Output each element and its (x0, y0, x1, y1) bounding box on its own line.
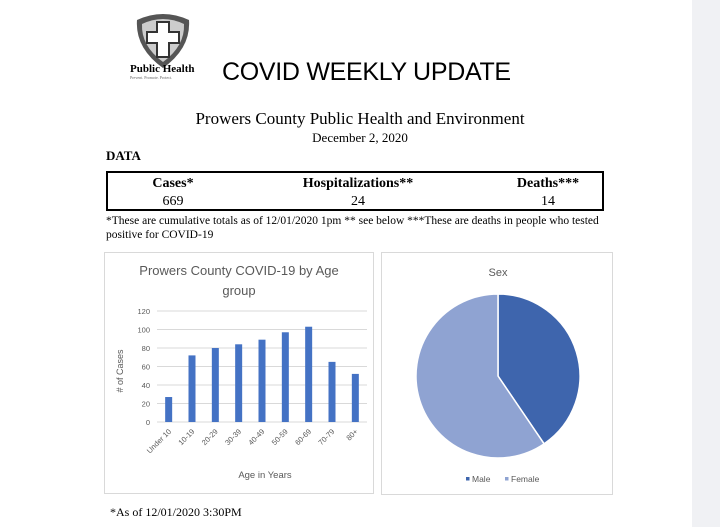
footnote: *These are cumulative totals as of 12/01… (106, 215, 599, 241)
scroll-margin (692, 0, 720, 527)
footer-note: *As of 12/01/2020 3:30PM (110, 505, 242, 519)
bar-title-line2: group (222, 283, 255, 298)
section-heading: DATA (106, 148, 141, 163)
logo-text: Public Health (130, 63, 195, 75)
bar-20-29 (211, 348, 219, 422)
bar-70-79 (328, 361, 336, 422)
pie-slice-female (415, 293, 546, 459)
deaths-value: 14 (541, 194, 555, 209)
bar-60-69 (305, 326, 313, 422)
deaths-cell: Deaths*** 14 (498, 175, 598, 211)
report-date: December 2, 2020 (312, 130, 408, 145)
sex-chart-box: Sex Male Female (381, 252, 613, 495)
x-tick-label: 80+ (344, 427, 360, 443)
y-tick-label: 40 (142, 381, 150, 390)
bar-50-59 (281, 332, 289, 422)
x-tick-label: 20-29 (200, 427, 220, 447)
y-tick-label: 100 (137, 326, 150, 335)
x-tick-label: 30-39 (223, 427, 243, 447)
y-tick-label: 0 (146, 418, 150, 427)
x-tick-label: 40-49 (246, 427, 266, 447)
deaths-label: Deaths*** (516, 176, 580, 191)
bar-title-line1: Prowers County COVID-19 by Age (139, 263, 338, 278)
sex-pie-chart: Sex Male Female (415, 267, 581, 484)
bar-40-49 (258, 339, 266, 422)
bar-80+ (351, 373, 359, 422)
y-tick-label: 80 (142, 344, 150, 353)
legend-marker (466, 477, 470, 481)
x-axis-label: Age in Years (238, 470, 292, 481)
legend-marker (505, 477, 509, 481)
y-tick-label: 120 (137, 307, 150, 316)
hosp-label: Hospitalizations** (302, 176, 414, 191)
x-tick-label: 50-59 (270, 427, 290, 447)
page-title: COVID WEEKLY UPDATE (222, 58, 511, 86)
hosp-value: 24 (351, 194, 365, 209)
cases-cell: Cases* 669 (118, 175, 228, 211)
summary-table: Cases* 669 Hospitalizations** 24 Deaths***… (106, 171, 604, 211)
legend-label-female: Female (511, 474, 540, 484)
age-bar-chart: Prowers County COVID-19 by Age group Age… (115, 263, 367, 481)
bar-10-19 (188, 355, 196, 422)
cases-value: 669 (162, 194, 184, 209)
hosp-cell: Hospitalizations** 24 (288, 175, 428, 211)
legend-label-male: Male (472, 474, 491, 484)
y-tick-label: 20 (142, 400, 150, 409)
x-tick-label: Under 10 (145, 427, 173, 455)
age-chart-box: Prowers County COVID-19 by Age group Age… (104, 252, 374, 494)
cases-label: Cases* (152, 176, 194, 191)
bar-30-39 (235, 344, 243, 422)
pie-title: Sex (489, 267, 508, 279)
y-tick-label: 60 (142, 363, 150, 372)
pie-slice-male (497, 293, 581, 445)
x-tick-label: 10-19 (176, 427, 196, 447)
organization: Prowers County Public Health and Environ… (195, 109, 525, 128)
x-tick-label: 70-79 (316, 427, 336, 447)
bar-Under 10 (165, 397, 173, 422)
logo-tagline: Prevent. Promote. Protect. (130, 75, 173, 80)
public-health-shield-logo (136, 14, 190, 68)
x-tick-label: 60-69 (293, 427, 313, 447)
y-axis-label: # of Cases (115, 349, 125, 393)
